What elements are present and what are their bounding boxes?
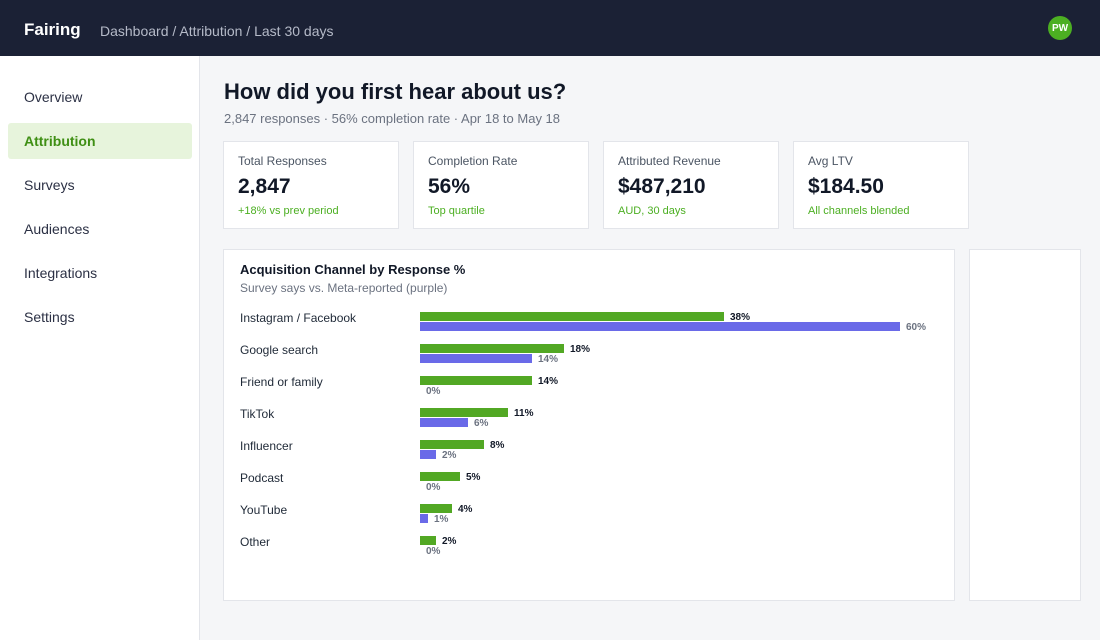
kpi-note: Top quartile [428,205,485,217]
sidebar: Overview Attribution Surveys Audiences I… [0,56,200,640]
category-label: Friend or family [240,375,323,389]
kpi-card-total-responses: Total Responses 2,847 +18% vs prev perio… [223,141,399,229]
survey-bar [420,536,436,545]
survey-bar [420,312,724,321]
sidebar-item-surveys[interactable]: Surveys [24,177,75,193]
survey-value-label: 2% [442,536,457,547]
meta-value-label: 60% [906,322,926,333]
category-label: Instagram / Facebook [240,311,357,325]
sidebar-item-overview[interactable]: Overview [24,89,83,105]
meta-value-label: 0% [426,386,441,397]
survey-value-label: 14% [538,376,558,387]
meta-value-label: 6% [474,418,489,429]
survey-bar [420,344,564,353]
acquisition-chart-card: Acquisition Channel by Response % Survey… [223,249,955,601]
survey-value-label: 4% [458,504,473,515]
survey-bar [420,472,460,481]
chart-title: Acquisition Channel by Response % [240,262,466,277]
survey-bar [420,504,452,513]
category-label: Influencer [240,439,293,453]
category-label: Other [240,535,270,549]
survey-value-label: 5% [466,472,481,483]
sidebar-item-settings[interactable]: Settings [24,309,75,325]
category-label: Podcast [240,471,284,485]
kpi-card-attributed-revenue: Attributed Revenue $487,210 AUD, 30 days [603,141,779,229]
survey-value-label: 38% [730,312,750,323]
avatar[interactable]: PW [1048,16,1072,40]
kpi-value: $184.50 [808,175,884,198]
kpi-card-avg-ltv: Avg LTV $184.50 All channels blended [793,141,969,229]
bar-chart: Instagram / Facebook 38% 60% Google search 1… [240,311,926,557]
survey-bar [420,440,484,449]
meta-value-label: 2% [442,450,457,461]
meta-value-label: 0% [426,546,441,557]
meta-bar [420,354,532,363]
meta-bar [420,418,468,427]
meta-value-label: 1% [434,514,449,525]
meta-value-label: 14% [538,354,558,365]
kpi-value: 56% [428,175,471,198]
category-label: YouTube [240,503,287,517]
sidebar-item-audiences[interactable]: Audiences [24,221,90,237]
meta-value-label: 0% [426,482,441,493]
survey-value-label: 11% [514,408,534,419]
breadcrumb: Dashboard / Attribution / Last 30 days [100,23,334,39]
kpi-label: Total Responses [238,154,327,168]
category-label: TikTok [240,407,275,421]
kpi-note: AUD, 30 days [618,205,686,217]
sidebar-item-integrations[interactable]: Integrations [24,265,98,281]
kpi-value: $487,210 [618,175,706,198]
kpi-note: All channels blended [808,205,910,217]
page-title: How did you first hear about us? [224,79,567,104]
survey-bar [420,408,508,417]
kpi-card-completion-rate: Completion Rate 56% Top quartile [413,141,589,229]
kpi-note: +18% vs prev period [238,205,339,217]
survey-value-label: 18% [570,344,590,355]
sidebar-item-attribution[interactable]: Attribution [8,123,192,159]
survey-bar [420,376,532,385]
meta-bar [420,514,428,523]
survey-value-label: 8% [490,440,505,451]
meta-bar [420,322,900,331]
meta-bar [420,450,436,459]
brand-logo[interactable]: Fairing [24,20,81,39]
page-subtitle: 2,847 responses · 56% completion rate · … [224,111,561,126]
kpi-label: Avg LTV [808,154,853,168]
chart-subtitle: Survey says vs. Meta-reported (purple) [240,281,448,295]
category-label: Google search [240,343,318,357]
kpi-label: Attributed Revenue [618,154,721,168]
kpi-label: Completion Rate [428,154,518,168]
top-nav-bar: Fairing Dashboard / Attribution / Last 3… [0,0,1100,56]
kpi-value: 2,847 [238,175,291,198]
side-panel-card [969,249,1081,601]
